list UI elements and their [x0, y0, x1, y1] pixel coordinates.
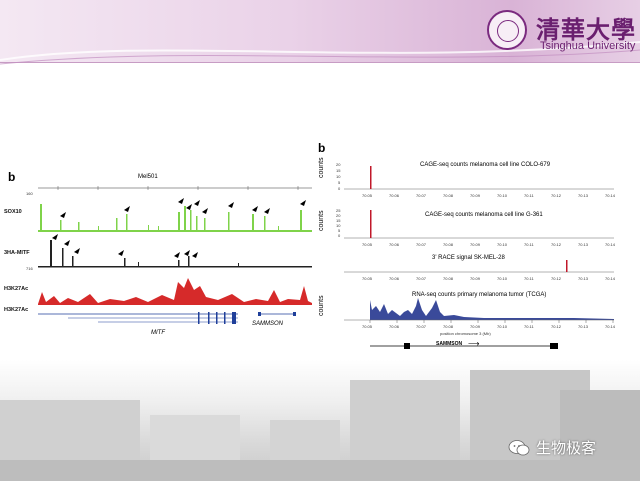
wechat-icon [508, 439, 530, 455]
ytick-g361-20: 20 [336, 213, 341, 218]
ytick-g361-10: 10 [336, 223, 341, 228]
x-axis-label: position chromosome 3 (Mb) [440, 331, 491, 336]
track-title-g361: CAGE-seq counts melanoma cell line G-361 [425, 212, 543, 218]
watermark-text: 生物极客 [536, 440, 597, 457]
gene-model-track [38, 312, 296, 324]
track-label-mitf: 3HA-MITF [4, 250, 30, 256]
track-label-h3k27ac-1: H3K27Ac [4, 286, 29, 292]
ylabel-counts-2: counts [318, 210, 325, 231]
x-ticks-row-1: 70.05 70.06 70.07 70.08 70.09 70.10 70.1… [362, 193, 616, 198]
ytick-g361-15: 15 [336, 218, 341, 223]
header-banner: 清華大學 Tsinghua University [0, 0, 640, 65]
track-scale-sox10: 160 [26, 191, 33, 196]
ylabel-counts-1: counts [318, 157, 325, 178]
x-ticks-row-2: 70.05 70.06 70.07 70.08 70.09 70.10 70.1… [362, 242, 616, 247]
banner-decoration [0, 41, 640, 65]
sammson-gene-model [370, 343, 558, 349]
right-panel-letter: b [318, 141, 326, 155]
x-ticks-row-3: 70.05 70.06 70.07 70.08 70.09 70.10 70.1… [362, 276, 616, 281]
university-seal-icon [487, 10, 527, 50]
cage-peak-g361 [370, 210, 372, 238]
campus-buildings [0, 370, 640, 481]
ytick-g361-25: 25 [336, 208, 341, 213]
track-label-sox10: SOX10 [4, 209, 22, 215]
sox10-signal-track [38, 204, 312, 232]
race-peak-skmel28 [566, 260, 568, 272]
h3k27ac-signal-track [38, 278, 312, 305]
ytick-colo-10: 10 [336, 174, 341, 179]
gene-label-mitf: MITF [151, 330, 165, 336]
track-scale-mitf: 716 [26, 266, 33, 271]
sammson-direction-arrow: ⟶ [468, 339, 480, 348]
ylabel-counts-3: counts [318, 295, 325, 316]
gene-label-sammson-left: SAMMSON [252, 321, 284, 327]
left-panel-title: Mel501 [138, 174, 158, 180]
university-name-cn: 清華大學 [536, 15, 636, 44]
right-genome-tracks [344, 166, 614, 349]
campus-background [0, 360, 640, 481]
cage-peak-colo679 [370, 166, 372, 189]
left-genome-tracks [38, 186, 312, 324]
ytick-g361-5: 5 [338, 228, 341, 233]
ytick-colo-0: 0 [338, 186, 341, 191]
mitf-signal-track [38, 240, 312, 268]
x-ticks-row-4: 70.05 70.06 70.07 70.08 70.09 70.10 70.1… [362, 324, 616, 329]
ytick-colo-20: 20 [336, 162, 341, 167]
track-title-rnaseq: RNA-seq counts primary melanoma tumor (T… [412, 292, 547, 298]
ytick-colo-15: 15 [336, 168, 341, 173]
track-title-race: 3' RACE signal SK-MEL-28 [432, 255, 505, 261]
track-title-colo679: CAGE-seq counts melanoma cell line COLO-… [420, 162, 551, 168]
ytick-colo-5: 5 [338, 180, 341, 185]
rnaseq-signal-track [370, 298, 614, 320]
university-name-en: Tsinghua University [540, 40, 636, 52]
left-panel-letter: b [8, 170, 16, 184]
gene-label-sammson-right: SAMMSON [436, 341, 463, 347]
track-label-h3k27ac-2: H3K27Ac [4, 307, 29, 313]
ytick-g361-0: 0 [338, 233, 341, 238]
watermark: 生物极客 [508, 437, 596, 458]
